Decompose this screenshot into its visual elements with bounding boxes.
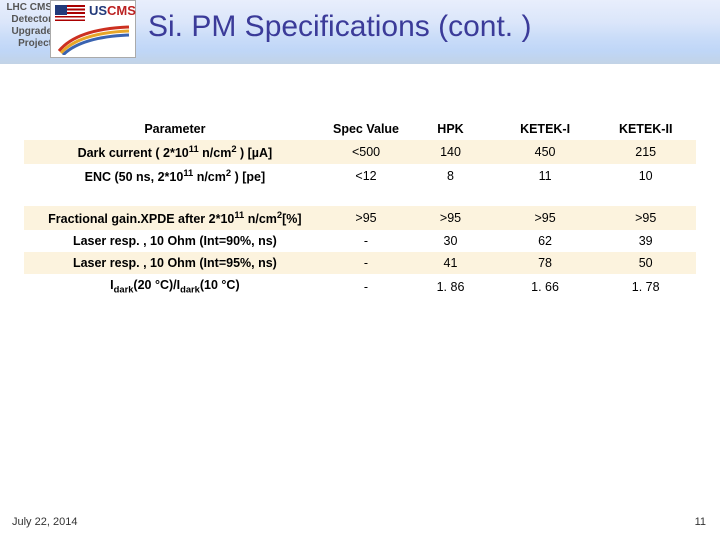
table-gap [24, 188, 696, 206]
table-body: Dark current ( 2*1011 n/cm2 ) [µA]<50014… [24, 140, 696, 299]
cell-ketek-ii: 215 [595, 140, 696, 164]
cell-ketek-ii: 39 [595, 230, 696, 252]
logo-text-us: US [89, 3, 107, 18]
slide-title: Si. PM Specifications (cont. ) [148, 10, 531, 44]
col-header-ketek-ii: KETEK-II [595, 118, 696, 140]
table-row: Laser resp. , 10 Ohm (Int=95%, ns)-41785… [24, 252, 696, 274]
cell-ketek-ii: 1. 78 [595, 274, 696, 299]
table-row [24, 188, 696, 206]
cell-hpk: 30 [406, 230, 495, 252]
table-row: Dark current ( 2*1011 n/cm2 ) [µA]<50014… [24, 140, 696, 164]
cell-parameter: Idark(20 °C)/Idark(10 °C) [24, 274, 326, 299]
cell-spec-value: - [326, 230, 406, 252]
cell-spec-value: >95 [326, 206, 406, 230]
cell-hpk: >95 [406, 206, 495, 230]
logo-area: LHC CMSDetectorUpgradeProject US CMS [0, 0, 140, 64]
cell-ketek-ii: >95 [595, 206, 696, 230]
cell-parameter: ENC (50 ns, 2*1011 n/cm2 ) [pe] [24, 164, 326, 188]
cell-ketek-i: 450 [495, 140, 596, 164]
cell-hpk: 8 [406, 164, 495, 188]
col-header-hpk: HPK [406, 118, 495, 140]
table-row: Idark(20 °C)/Idark(10 °C)-1. 861. 661. 7… [24, 274, 696, 299]
logo-swoosh-icon [57, 25, 131, 55]
cell-ketek-i: 1. 66 [495, 274, 596, 299]
col-header-parameter: Parameter [24, 118, 326, 140]
slide: LHC CMSDetectorUpgradeProject US CMS Si.… [0, 0, 720, 540]
cell-hpk: 140 [406, 140, 495, 164]
cell-hpk: 1. 86 [406, 274, 495, 299]
table-header-row: Parameter Spec Value HPK KETEK-I KETEK-I… [24, 118, 696, 140]
spec-table: Parameter Spec Value HPK KETEK-I KETEK-I… [24, 118, 696, 299]
cell-hpk: 41 [406, 252, 495, 274]
logo-text-cms: CMS [107, 3, 136, 18]
table-row: ENC (50 ns, 2*1011 n/cm2 ) [pe]<1281110 [24, 164, 696, 188]
cell-ketek-i: 62 [495, 230, 596, 252]
table-row: Laser resp. , 10 Ohm (Int=90%, ns)-30623… [24, 230, 696, 252]
cell-ketek-ii: 10 [595, 164, 696, 188]
cell-parameter: Dark current ( 2*1011 n/cm2 ) [µA] [24, 140, 326, 164]
cell-ketek-ii: 50 [595, 252, 696, 274]
footer-date: July 22, 2014 [12, 516, 77, 528]
project-side-label: LHC CMSDetectorUpgradeProject [2, 2, 52, 50]
cell-parameter: Fractional gain.XPDE after 2*1011 n/cm2[… [24, 206, 326, 230]
cell-spec-value: <500 [326, 140, 406, 164]
cell-parameter: Laser resp. , 10 Ohm (Int=95%, ns) [24, 252, 326, 274]
us-flag-icon [55, 5, 85, 23]
col-header-spec-value: Spec Value [326, 118, 406, 140]
footer-page-number: 11 [695, 516, 706, 528]
cell-ketek-i: 11 [495, 164, 596, 188]
col-header-ketek-i: KETEK-I [495, 118, 596, 140]
table-row: Fractional gain.XPDE after 2*1011 n/cm2[… [24, 206, 696, 230]
cell-spec-value: - [326, 252, 406, 274]
us-cms-logo: US CMS [50, 0, 136, 58]
cell-spec-value: - [326, 274, 406, 299]
cell-ketek-i: >95 [495, 206, 596, 230]
header-banner: LHC CMSDetectorUpgradeProject US CMS Si.… [0, 0, 720, 64]
cell-ketek-i: 78 [495, 252, 596, 274]
cell-parameter: Laser resp. , 10 Ohm (Int=90%, ns) [24, 230, 326, 252]
cell-spec-value: <12 [326, 164, 406, 188]
